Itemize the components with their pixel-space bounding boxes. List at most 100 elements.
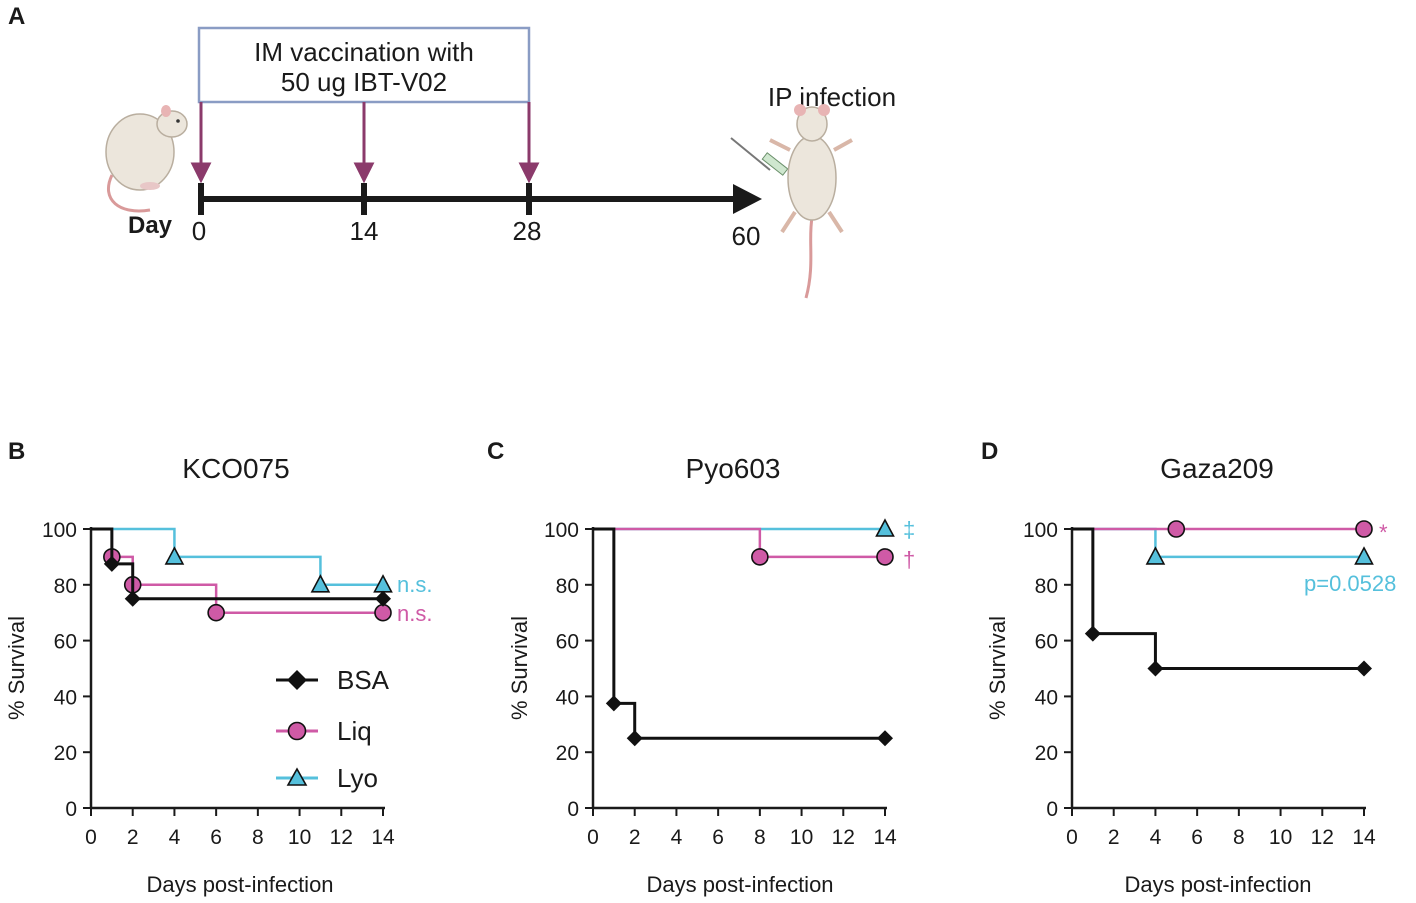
y-tick-label: 80 bbox=[556, 575, 579, 598]
y-tick-label: 60 bbox=[556, 631, 579, 654]
x-tick-label: 12 bbox=[330, 826, 353, 849]
x-tick-label: 10 bbox=[790, 826, 813, 849]
x-tick-label: 10 bbox=[288, 826, 311, 849]
y-tick-label: 0 bbox=[567, 798, 579, 821]
x-tick-label: 14 bbox=[1352, 826, 1376, 849]
x-tick-label: 6 bbox=[210, 826, 222, 849]
marker-liq bbox=[751, 548, 769, 566]
rat-head bbox=[156, 110, 188, 138]
panel-c-xlabel: Days post-infection bbox=[646, 872, 833, 897]
x-tick-label: 8 bbox=[252, 826, 264, 849]
y-tick-label: 40 bbox=[54, 686, 77, 709]
y-tick-label: 100 bbox=[544, 519, 579, 542]
x-tick-label: 10 bbox=[1269, 826, 1292, 849]
rat-eye bbox=[176, 119, 180, 123]
mouse-ear-right bbox=[818, 104, 830, 116]
timeline-arrowhead bbox=[733, 184, 762, 214]
panel-d-label: D bbox=[981, 438, 998, 465]
legend-item-bsa: BSA bbox=[276, 665, 390, 695]
mouse-head bbox=[796, 106, 828, 142]
timeline: Day 0 14 28 60 bbox=[128, 183, 762, 251]
rat-body bbox=[105, 113, 175, 191]
rat-foot bbox=[140, 182, 160, 190]
marker-bsa bbox=[1356, 660, 1372, 677]
y-tick-label: 100 bbox=[1023, 519, 1058, 542]
marker-liq bbox=[1167, 520, 1186, 538]
mouse-tail bbox=[804, 217, 814, 299]
rat-ear bbox=[161, 105, 171, 117]
panel-d-xlabel: Days post-infection bbox=[1124, 872, 1311, 897]
series-line-bsa bbox=[593, 527, 885, 740]
panel-c: C Pyo603 0 2 4 6 8 10 12 14 0 20 40 60 80 100 Days po… bbox=[487, 438, 915, 897]
mouse-leg-left bbox=[780, 210, 797, 234]
marker-bsa bbox=[124, 590, 141, 607]
mouse-arm-right bbox=[833, 138, 853, 152]
y-tick-label: 20 bbox=[54, 742, 77, 765]
marker-lyo bbox=[1145, 546, 1166, 565]
marker-bsa bbox=[103, 555, 120, 572]
panel-c-liq-annotation: † bbox=[903, 547, 915, 572]
y-tick-label: 60 bbox=[1035, 631, 1058, 654]
timepoint-14: 14 bbox=[350, 216, 379, 246]
marker-bsa bbox=[605, 695, 622, 712]
day-label: Day bbox=[128, 212, 173, 239]
y-tick-label: 0 bbox=[65, 798, 77, 821]
legend-label-liq: Liq bbox=[337, 716, 372, 746]
x-tick-label: 4 bbox=[1150, 826, 1162, 849]
marker-liq bbox=[1355, 520, 1373, 538]
legend-marker-bsa bbox=[287, 670, 307, 690]
marker-bsa bbox=[626, 730, 643, 747]
x-tick-label: 12 bbox=[832, 826, 855, 849]
legend-label-lyo: Lyo bbox=[337, 763, 378, 793]
panel-c-plot: 0 2 4 6 8 10 12 14 0 20 40 60 80 100 bbox=[544, 518, 897, 849]
y-tick-label: 80 bbox=[1035, 575, 1058, 598]
mouse-arm-left bbox=[769, 138, 791, 152]
x-tick-label: 0 bbox=[1066, 826, 1078, 849]
panel-b-lyo-annotation: n.s. bbox=[397, 572, 432, 597]
panel-b-ylabel: % Survival bbox=[4, 616, 29, 720]
marker-lyo bbox=[164, 546, 185, 565]
y-tick-label: 0 bbox=[1046, 798, 1058, 821]
x-tick-label: 0 bbox=[85, 826, 97, 849]
x-tick-label: 14 bbox=[873, 826, 897, 849]
x-tick-label: 12 bbox=[1311, 826, 1334, 849]
panel-d-title: Gaza209 bbox=[1160, 453, 1274, 484]
legend-item-lyo: Lyo bbox=[276, 763, 378, 793]
panel-d-plot: 0 2 4 6 8 10 12 14 0 20 40 60 80 100 bbox=[1023, 519, 1376, 849]
panel-c-title: Pyo603 bbox=[686, 453, 781, 484]
infection-label: IP infection bbox=[768, 82, 896, 112]
x-tick-label: 8 bbox=[754, 826, 766, 849]
x-tick-label: 2 bbox=[127, 826, 139, 849]
panel-b-liq-annotation: n.s. bbox=[397, 601, 432, 626]
panel-d-liq-annotation: * bbox=[1379, 520, 1388, 545]
legend-marker-lyo bbox=[286, 767, 308, 786]
panel-c-lyo-annotation: ‡ bbox=[903, 517, 915, 542]
y-tick-label: 80 bbox=[54, 575, 77, 598]
y-tick-label: 60 bbox=[54, 631, 77, 654]
mouse-leg-right bbox=[827, 210, 844, 234]
panel-c-label: C bbox=[487, 438, 504, 465]
mouse-ear-left bbox=[794, 104, 806, 116]
legend-label-bsa: BSA bbox=[337, 665, 390, 695]
vaccination-text-line2: 50 ug IBT-V02 bbox=[281, 67, 447, 97]
marker-bsa bbox=[1147, 660, 1164, 677]
marker-bsa bbox=[375, 590, 391, 607]
marker-lyo bbox=[310, 574, 331, 593]
panel-d-lyo-annotation: p=0.0528 bbox=[1304, 571, 1396, 596]
y-tick-label: 20 bbox=[556, 742, 579, 765]
x-tick-label: 4 bbox=[671, 826, 683, 849]
series-line-bsa bbox=[1072, 527, 1364, 670]
panel-b-label: B bbox=[8, 438, 25, 465]
mouse-body bbox=[787, 135, 837, 221]
x-tick-label: 8 bbox=[1233, 826, 1245, 849]
marker-bsa bbox=[1084, 625, 1101, 642]
marker-lyo bbox=[875, 518, 895, 537]
x-tick-label: 14 bbox=[371, 826, 395, 849]
y-tick-label: 40 bbox=[1035, 686, 1058, 709]
syringe-needle bbox=[730, 137, 771, 171]
panel-a-label: A bbox=[8, 3, 25, 30]
y-tick-label: 40 bbox=[556, 686, 579, 709]
x-tick-label: 6 bbox=[1191, 826, 1203, 849]
x-tick-label: 6 bbox=[712, 826, 724, 849]
